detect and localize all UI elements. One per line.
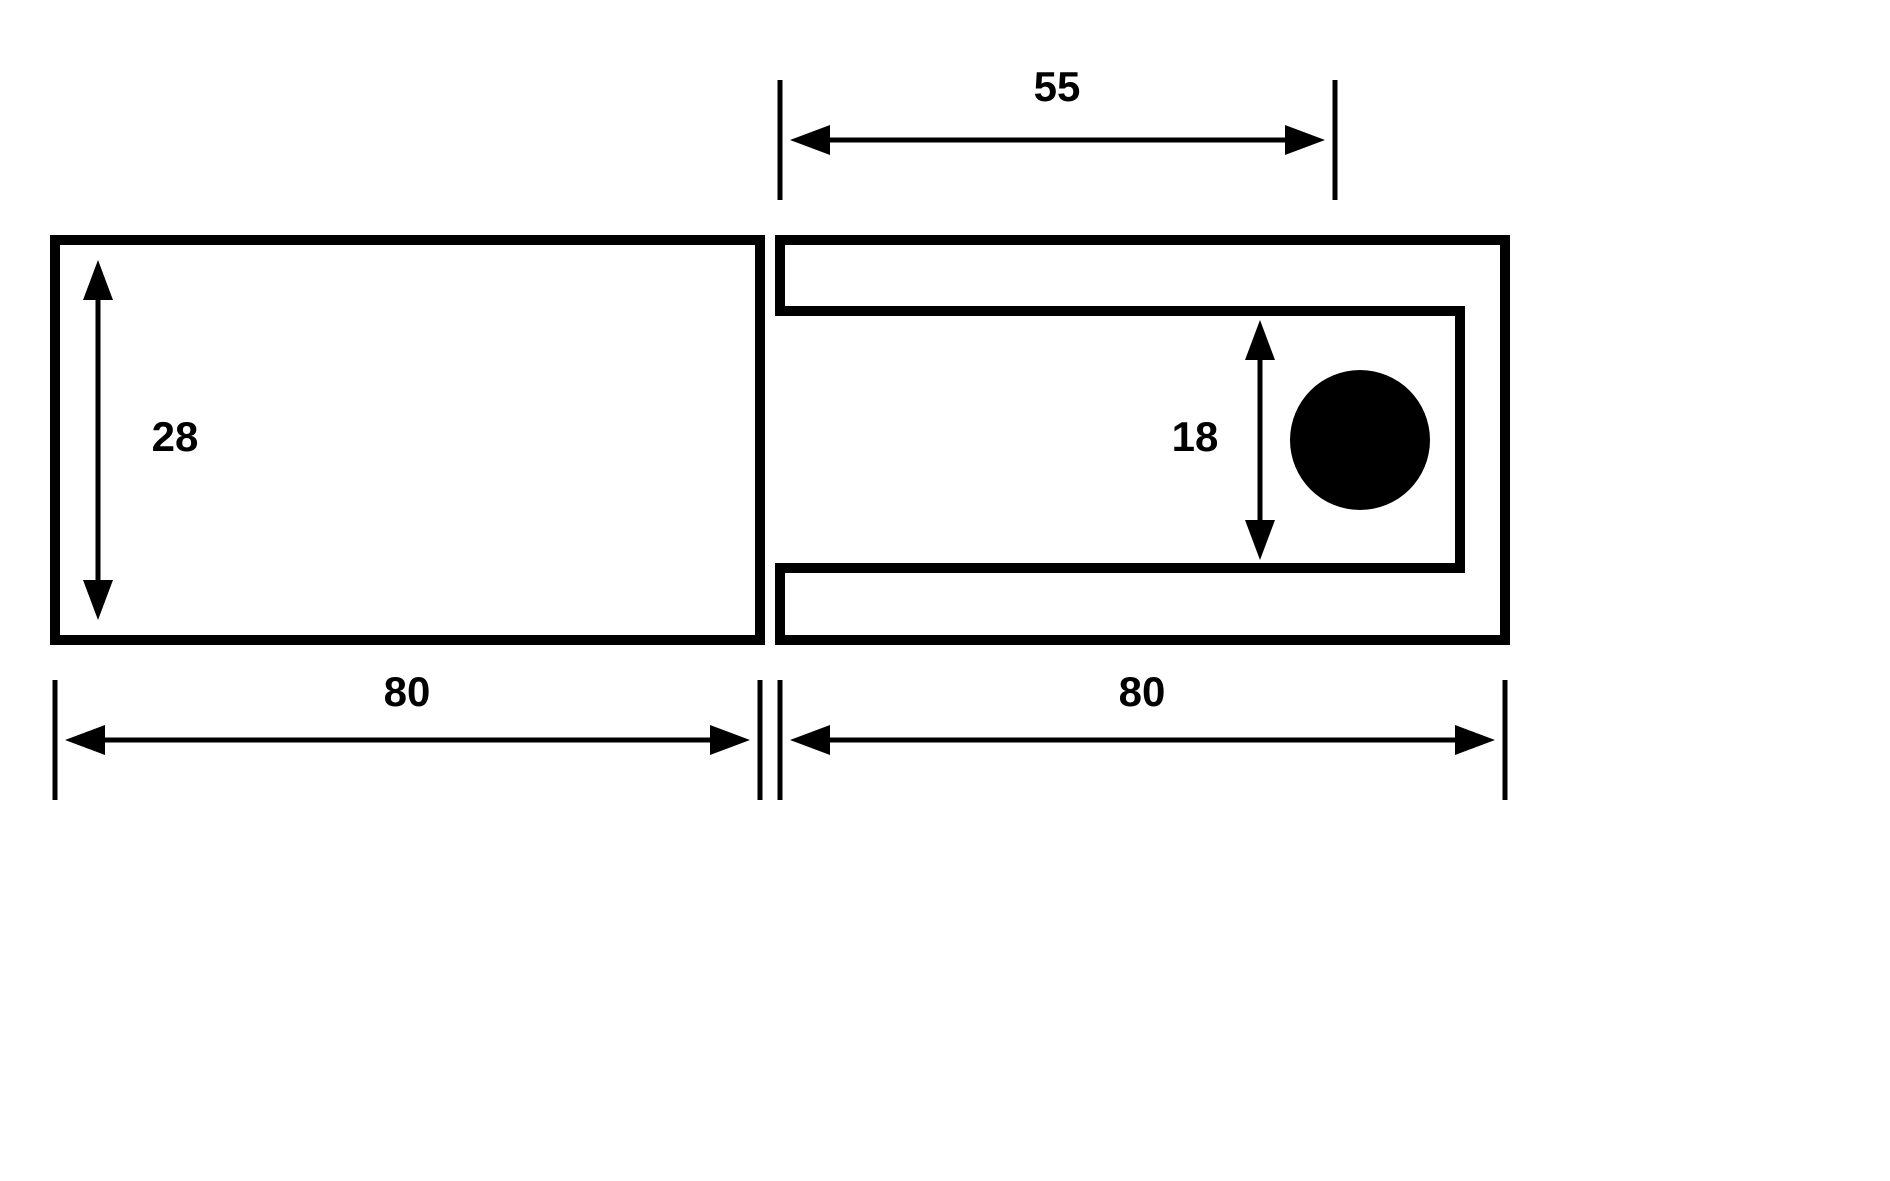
dim-55-arrow-right <box>1285 125 1325 155</box>
dim-28-arrow-top <box>83 260 113 300</box>
dim-80L-label: 80 <box>384 668 431 715</box>
dim-18-label: 18 <box>1172 413 1219 460</box>
dim-28-arrow-bottom <box>83 580 113 620</box>
dim-80R-arrow-right <box>1455 725 1495 755</box>
dim-18-arrow-bottom <box>1245 520 1275 560</box>
dim-28-label: 28 <box>152 413 199 460</box>
dim-80L-arrow-right <box>710 725 750 755</box>
dim-55-arrow-left <box>790 125 830 155</box>
dim-80R-label: 80 <box>1119 668 1166 715</box>
dim-80L-arrow-left <box>65 725 105 755</box>
ball <box>1290 370 1430 510</box>
dim-80R-arrow-left <box>790 725 830 755</box>
technical-drawing: 55 28 18 80 80 <box>0 0 1890 1181</box>
dim-55-label: 55 <box>1034 63 1081 110</box>
dim-18-arrow-top <box>1245 320 1275 360</box>
